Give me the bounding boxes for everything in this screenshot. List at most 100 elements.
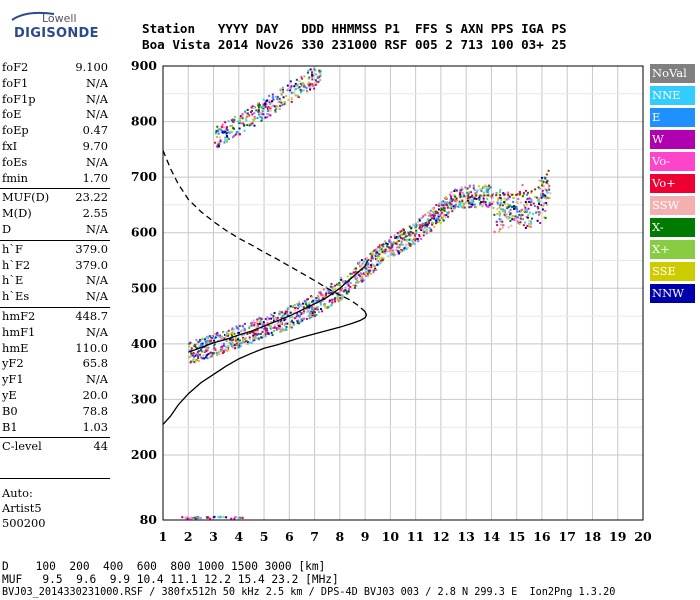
echo-point	[469, 205, 472, 208]
echo-point	[467, 202, 470, 205]
echo-point	[454, 188, 457, 191]
echo-point	[548, 196, 551, 199]
echo-point	[227, 334, 230, 337]
echo-point	[493, 213, 496, 216]
param-row: hmE 110.0	[2, 341, 108, 356]
echo-point	[486, 186, 489, 189]
echo-point	[371, 251, 374, 254]
echo-point	[258, 317, 261, 320]
echo-point	[243, 333, 246, 336]
echo-point-2hop	[243, 129, 246, 132]
echo-point-2hop	[245, 112, 248, 115]
echo-point	[413, 224, 416, 227]
echo-point	[524, 226, 527, 229]
echo-point	[402, 233, 405, 236]
echo-point-2hop	[315, 80, 318, 83]
echo-point	[480, 187, 483, 190]
echo-point-2hop	[298, 80, 301, 83]
echo-point-2hop	[230, 119, 233, 122]
echo-point	[227, 348, 230, 351]
echo-point-2hop	[223, 126, 226, 129]
echo-point	[540, 203, 543, 206]
echo-point	[544, 196, 547, 199]
echo-point	[467, 192, 470, 195]
echo-point	[507, 226, 510, 229]
y-tick-label: 800	[131, 114, 157, 129]
echo-point	[355, 267, 358, 270]
header-labels: Station YYYY DAY DDD HHMMSS P1 FFS S AXN…	[142, 21, 567, 36]
echo-point	[209, 351, 212, 354]
echo-point-2hop	[246, 112, 249, 115]
echo-point	[222, 344, 225, 347]
echo-point	[272, 314, 275, 317]
echo-point	[480, 201, 483, 204]
echo-point	[312, 310, 315, 313]
echo-point	[289, 326, 292, 329]
echo-point-2hop	[244, 110, 247, 113]
echo-point	[497, 198, 500, 201]
echo-point	[253, 333, 256, 336]
echo-point-2hop	[293, 88, 296, 91]
echo-point-low	[207, 516, 210, 519]
echo-point	[483, 187, 486, 190]
echo-point-2hop	[229, 124, 232, 127]
echo-point	[349, 272, 352, 275]
echo-point	[312, 314, 315, 317]
echo-point-low	[237, 516, 240, 519]
echo-point-2hop	[279, 99, 282, 102]
echo-point	[231, 334, 234, 337]
echo-point	[441, 211, 444, 214]
echo-point-2hop	[311, 73, 314, 76]
echo-point	[205, 348, 208, 351]
echo-point	[506, 217, 509, 220]
echo-point	[270, 317, 273, 320]
param-value: N/A	[85, 289, 108, 304]
echo-point	[286, 322, 289, 325]
echo-point	[421, 223, 424, 226]
echo-point	[413, 234, 416, 237]
echo-point	[236, 340, 239, 343]
x-tick-label: 3	[209, 529, 218, 544]
param-row: B1 1.03	[2, 420, 108, 435]
echo-point	[488, 203, 491, 206]
echo-point	[499, 204, 502, 207]
echo-point	[535, 211, 538, 214]
echo-point	[498, 206, 501, 209]
echo-point-2hop	[233, 119, 236, 122]
echo-point	[303, 299, 306, 302]
echo-point	[338, 281, 341, 284]
echo-point	[401, 233, 404, 236]
echo-point	[373, 249, 376, 252]
echo-point	[327, 292, 330, 295]
echo-point-low	[186, 517, 189, 520]
param-value: N/A	[85, 91, 108, 106]
echo-point	[284, 312, 287, 315]
echo-point	[473, 193, 476, 196]
echo-point	[226, 349, 229, 352]
echo-point	[507, 191, 510, 194]
echo-point-2hop	[314, 79, 317, 82]
echo-point	[459, 195, 462, 198]
echo-point	[521, 217, 524, 220]
echo-point	[244, 340, 247, 343]
echo-point	[441, 208, 444, 211]
echo-point	[364, 258, 367, 261]
echo-point-2hop	[319, 70, 322, 73]
echo-point-2hop	[274, 110, 277, 113]
echo-point	[393, 234, 396, 237]
echo-point-2hop	[262, 98, 265, 101]
echo-point	[252, 337, 255, 340]
echo-point	[382, 257, 385, 260]
param-value: N/A	[85, 75, 108, 90]
echo-point-2hop	[306, 90, 309, 93]
echo-point	[265, 331, 268, 334]
echo-point	[537, 213, 540, 216]
echo-point-2hop	[220, 125, 223, 128]
echo-point	[365, 274, 368, 277]
echo-point	[512, 200, 515, 203]
echo-point	[257, 333, 260, 336]
echo-point-2hop	[215, 129, 218, 132]
echo-point	[544, 216, 547, 219]
echo-point	[487, 191, 490, 194]
echo-point	[260, 336, 263, 339]
